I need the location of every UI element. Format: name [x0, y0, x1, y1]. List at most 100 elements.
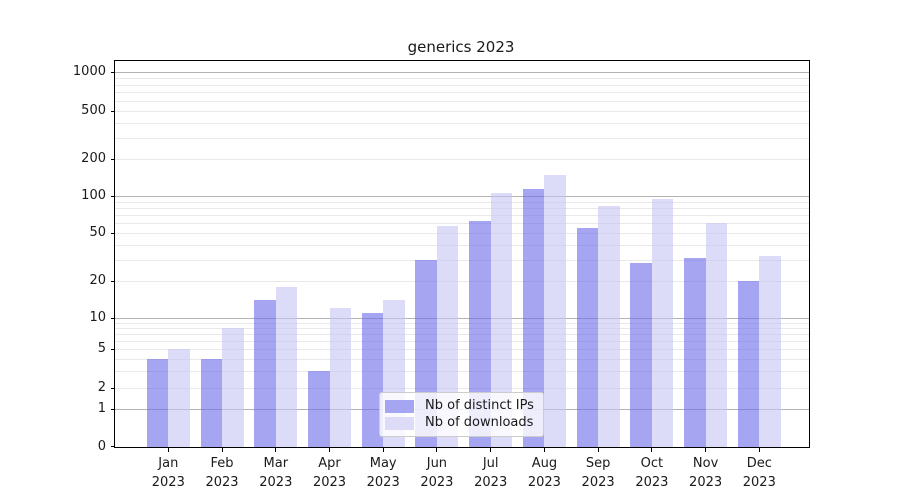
legend-item-downloads: Nb of downloads	[385, 416, 535, 430]
y-grid-minor-30	[115, 259, 809, 261]
x-tick-mark-dec	[758, 448, 760, 452]
x-tick-label-aug: Aug 2023	[527, 456, 561, 490]
bar-distinct-ips-aug	[522, 189, 545, 447]
bar-downloads-dec	[759, 256, 781, 447]
y-grid-minor-2	[115, 388, 809, 389]
y-grid-minor-20	[115, 281, 809, 282]
y-grid-minor-500	[115, 111, 809, 112]
y-grid-minor-900	[115, 77, 809, 79]
y-grid-major-10	[115, 318, 809, 319]
x-tick-label-jul: Jul 2023	[474, 456, 508, 490]
y-grid-major-1000	[115, 72, 809, 73]
bar-distinct-ips-sep	[576, 227, 599, 447]
y-tick-mark-1000	[111, 72, 115, 73]
x-tick-mark-oct	[651, 448, 653, 452]
y-grid-minor-90	[115, 201, 809, 203]
x-tick-mark-sep	[597, 448, 599, 452]
y-tick-mark-200	[111, 159, 115, 160]
y-tick-mark-20	[111, 281, 115, 282]
x-tick-mark-may	[382, 448, 384, 452]
legend-label-downloads: Nb of downloads	[425, 415, 534, 430]
y-tick-label-100: 100	[81, 188, 106, 203]
y-grid-minor-70	[115, 215, 809, 216]
legend-swatch-distinct-ips	[385, 399, 414, 413]
chart-title: generics 2023	[407, 38, 515, 56]
y-tick-label-20: 20	[89, 273, 106, 288]
bar-distinct-ips-oct	[630, 263, 652, 447]
bar-distinct-ips-jul	[469, 220, 491, 447]
y-tick-mark-2	[111, 388, 115, 389]
bar-downloads-sep	[598, 205, 620, 447]
plot-area: Jan 2023 Feb 2023 Mar 2023 Apr 2023 May 2023 Jun 20…	[73, 60, 810, 490]
y-grid-minor-80	[115, 207, 809, 209]
y-grid-minor-600	[115, 100, 809, 102]
y-tick-label-500: 500	[81, 103, 106, 118]
bar-distinct-ips-feb	[200, 358, 222, 447]
y-tick-label-50: 50	[89, 225, 106, 240]
x-tick-mark-jan	[167, 448, 169, 452]
y-tick-label-1: 1	[97, 401, 106, 416]
bar-downloads-jul	[490, 192, 513, 447]
bar-downloads-mar	[275, 286, 298, 447]
bar-distinct-ips-dec	[737, 281, 760, 447]
bar-downloads-jun	[436, 226, 459, 447]
x-tick-mark-aug	[543, 448, 545, 452]
y-tick-mark-50	[111, 233, 115, 234]
y-tick-label-200: 200	[81, 151, 106, 166]
y-grid-minor-700	[115, 92, 809, 94]
legend-swatch-downloads	[385, 416, 414, 430]
x-tick-label-dec: Dec 2023	[742, 456, 776, 490]
y-tick-label-10: 10	[89, 310, 106, 325]
x-tick-label-jun: Jun 2023	[420, 456, 454, 490]
legend: Nb of distinct IPs Nb of downloads	[379, 392, 544, 437]
y-grid-major-100	[115, 196, 809, 197]
x-tick-mark-jun	[436, 448, 438, 452]
y-grid-minor-60	[115, 223, 809, 225]
y-tick-mark-0	[111, 446, 115, 447]
y-grid-minor-3	[115, 370, 809, 372]
y-tick-mark-10	[111, 318, 115, 319]
bar-downloads-feb	[222, 328, 244, 447]
y-grid-minor-800	[115, 84, 809, 86]
x-tick-label-mar: Mar 2023	[259, 456, 293, 490]
legend-item-distinct-ips: Nb of distinct IPs	[385, 399, 535, 413]
y-grid-minor-50	[115, 233, 809, 234]
y-grid-minor-6	[115, 340, 809, 342]
bar-downloads-aug	[544, 175, 566, 447]
bar-distinct-ips-mar	[254, 300, 276, 447]
y-grid-minor-400	[115, 122, 809, 124]
y-tick-mark-5	[111, 349, 115, 350]
x-tick-label-jan: Jan 2023	[151, 456, 185, 490]
bar-downloads-oct	[651, 198, 674, 447]
y-grid-minor-300	[115, 137, 809, 139]
y-tick-label-5: 5	[97, 341, 106, 356]
y-grid-minor-8	[115, 328, 809, 329]
x-tick-label-oct: Oct 2023	[635, 456, 669, 490]
bar-downloads-jan	[168, 349, 190, 447]
x-tick-label-apr: Apr 2023	[312, 456, 347, 490]
y-tick-label-2: 2	[97, 380, 106, 395]
y-tick-label-0: 0	[97, 439, 106, 454]
y-tick-mark-1	[111, 409, 115, 410]
y-grid-minor-200	[115, 159, 809, 160]
x-tick-mark-nov	[705, 448, 707, 452]
x-tick-label-feb: Feb 2023	[205, 456, 239, 490]
y-tick-mark-100	[111, 196, 115, 197]
bar-distinct-ips-may	[361, 312, 384, 447]
x-tick-label-sep: Sep 2023	[581, 456, 615, 490]
bar-distinct-ips-jan	[146, 358, 169, 447]
x-tick-label-nov: Nov 2023	[689, 456, 723, 490]
x-tick-mark-jul	[490, 448, 492, 452]
bar-distinct-ips-nov	[684, 258, 706, 447]
x-tick-label-may: May 2023	[366, 456, 400, 490]
legend-label-distinct-ips: Nb of distinct IPs	[425, 398, 534, 413]
x-tick-mark-mar	[275, 448, 277, 452]
y-grid-minor-5	[115, 349, 809, 350]
y-tick-label-1000: 1000	[72, 64, 106, 79]
y-grid-minor-9	[115, 322, 809, 324]
bar-distinct-ips-apr	[308, 370, 330, 447]
y-grid-minor-7	[115, 333, 809, 335]
x-tick-mark-apr	[329, 448, 330, 452]
bar-downloads-apr	[329, 308, 351, 447]
